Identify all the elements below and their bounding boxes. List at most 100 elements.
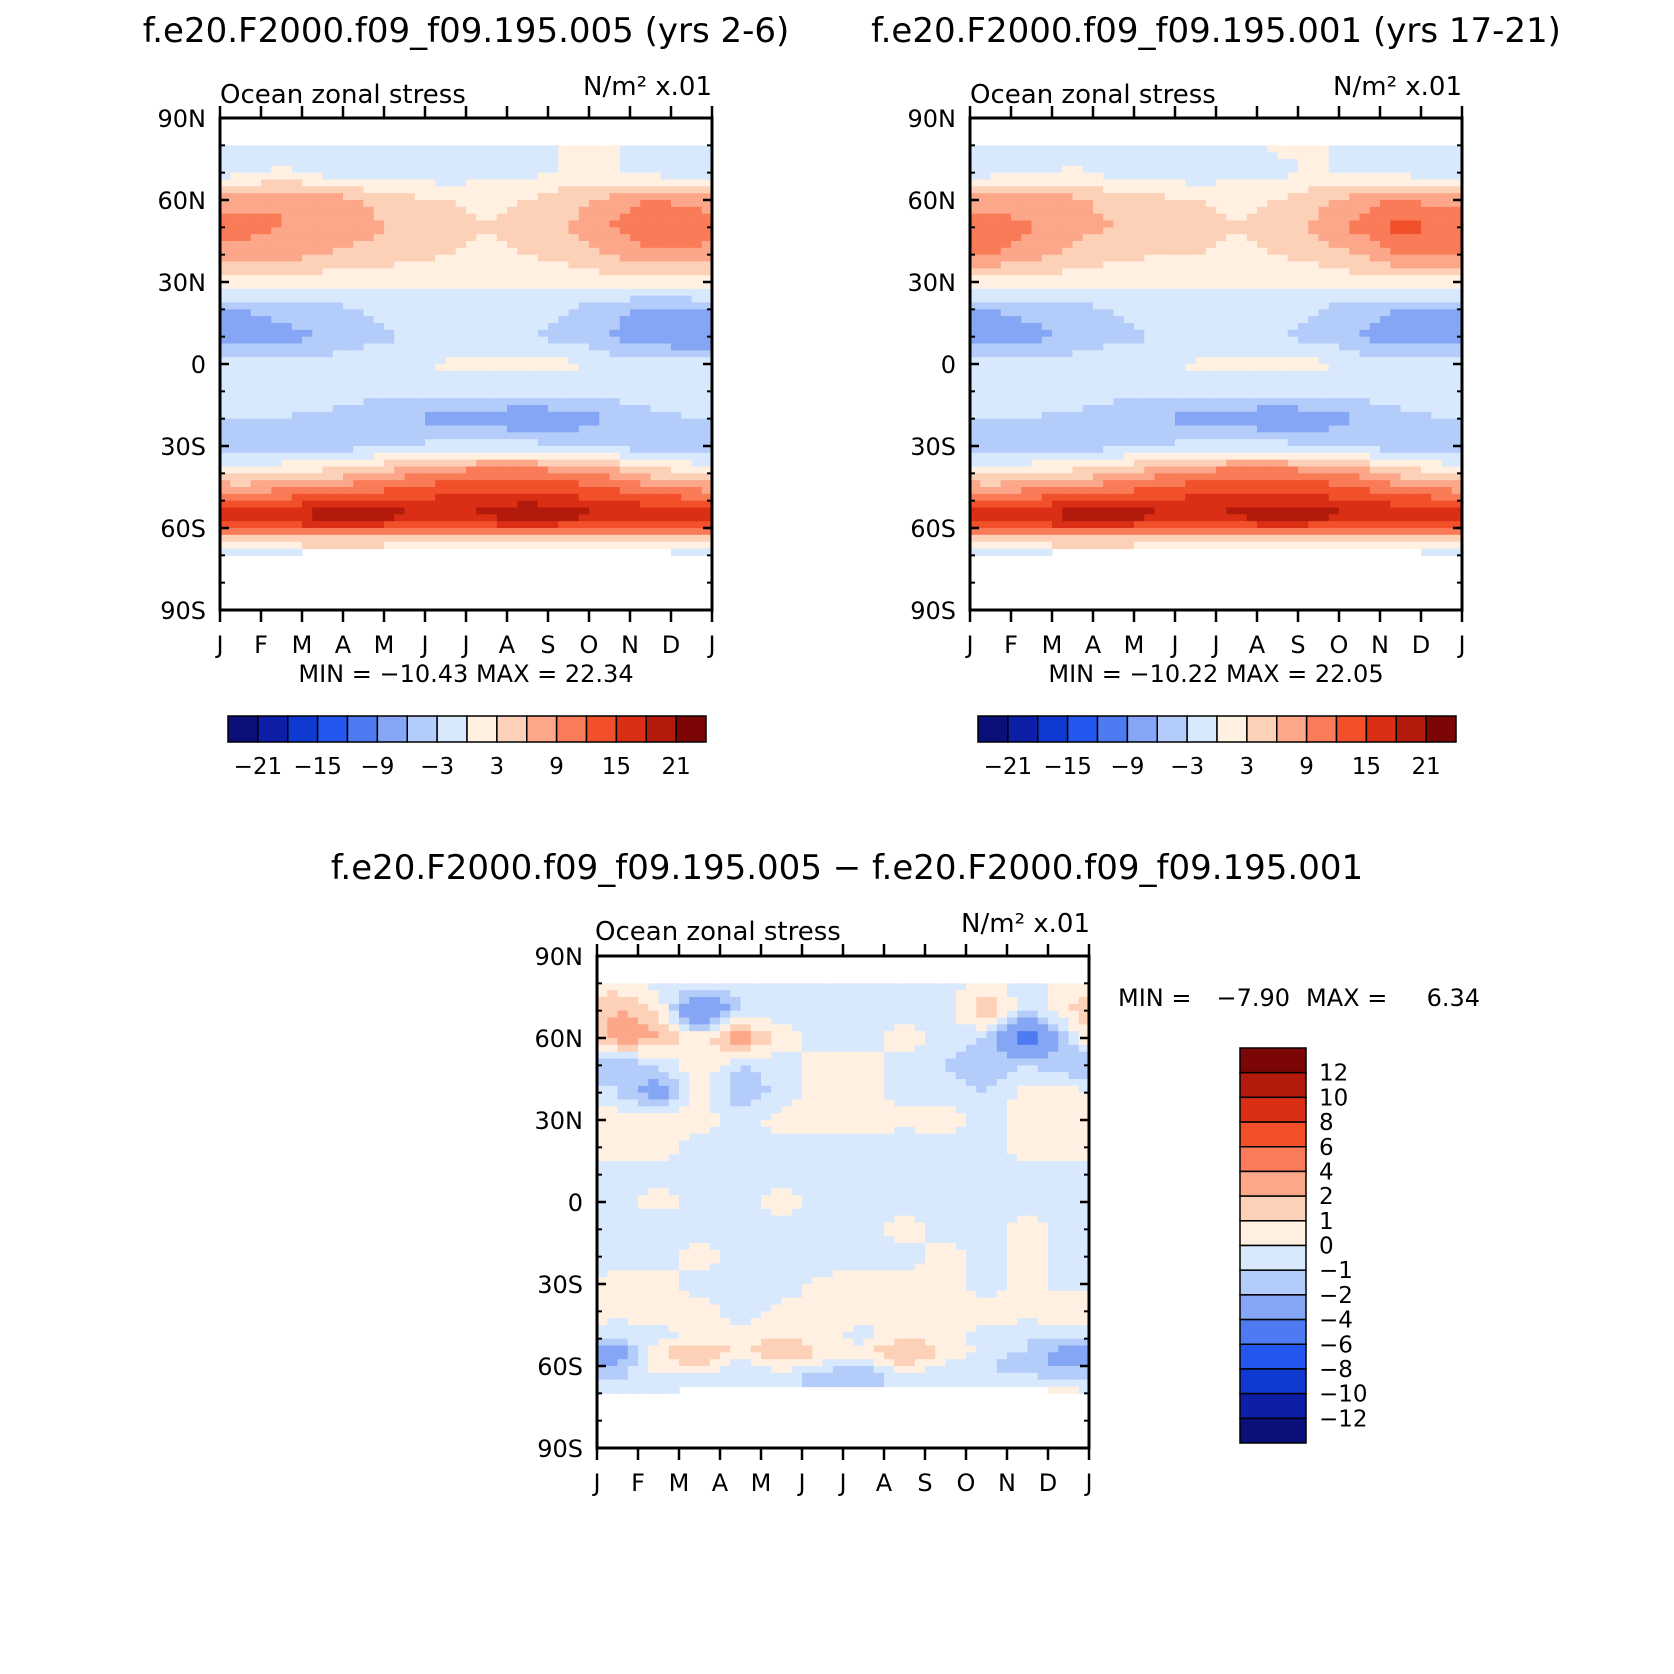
contour-cell — [1041, 193, 1053, 201]
contour-cell — [1318, 302, 1330, 310]
contour-cell — [1164, 152, 1176, 160]
contour-cell — [1123, 302, 1135, 310]
contour-cell — [1369, 152, 1381, 160]
contour-cell — [1349, 302, 1361, 310]
contour-cell — [589, 425, 600, 433]
contour-cell — [660, 466, 672, 474]
contour-cell — [589, 480, 600, 488]
contour-cell — [373, 418, 385, 427]
contour-cell — [599, 323, 611, 331]
contour-cell — [1195, 241, 1207, 249]
contour-cell — [970, 377, 981, 386]
contour-cell — [230, 302, 242, 310]
contour-cell — [1349, 336, 1361, 345]
contour-cell — [466, 220, 477, 228]
contour-cell — [701, 514, 713, 522]
contour-cell — [507, 145, 518, 153]
contour-cell — [640, 186, 652, 194]
contour-cell — [1236, 241, 1248, 249]
contour-cell — [1052, 275, 1063, 283]
contour-cell — [486, 487, 498, 495]
contour-cell — [291, 275, 303, 283]
contour-cell — [1103, 193, 1115, 201]
contour-cell — [1390, 302, 1402, 310]
contour-cell — [650, 493, 662, 502]
contour-cell — [1123, 172, 1135, 181]
contour-cell — [302, 172, 313, 181]
contour-cell — [1113, 227, 1125, 235]
contour-cell — [701, 159, 713, 167]
contour-cell — [261, 275, 272, 283]
contour-cell — [630, 241, 641, 249]
contour-cell — [312, 473, 324, 481]
contour-cell — [425, 179, 436, 187]
contour-cell — [363, 377, 375, 386]
contour-cell — [394, 521, 406, 529]
contour-cell — [681, 247, 693, 256]
contour-cell — [1246, 172, 1258, 181]
contour-cell — [332, 350, 344, 358]
contour-cell — [1441, 186, 1453, 194]
contour-cell — [1359, 254, 1371, 263]
contour-cell — [527, 391, 539, 399]
contour-cell — [1226, 234, 1238, 242]
contour-cell — [291, 548, 303, 556]
contour-cell — [660, 206, 672, 215]
contour-cell — [548, 213, 559, 222]
contour-cell — [1103, 418, 1115, 427]
contour-cell — [240, 548, 252, 556]
contour-cell — [980, 206, 992, 215]
contour-cell — [691, 165, 703, 174]
contour-cell — [990, 323, 1002, 331]
contour-cell — [1431, 234, 1443, 242]
contour-cell — [343, 521, 354, 529]
contour-cell — [1154, 247, 1166, 256]
contour-cell — [1205, 159, 1217, 167]
contour-cell — [1164, 247, 1176, 256]
contour-cell — [1226, 288, 1238, 297]
contour-cell — [1328, 247, 1340, 256]
contour-cell — [1380, 418, 1391, 427]
contour-cell — [619, 398, 631, 406]
contour-cell — [568, 521, 580, 529]
contour-cell — [466, 418, 477, 427]
contour-cell — [650, 329, 662, 338]
x-tick-label: M — [292, 631, 313, 659]
contour-cell — [373, 152, 385, 160]
contour-cell — [1421, 364, 1432, 372]
contour-cell — [1226, 425, 1238, 433]
contour-cell — [1000, 172, 1012, 181]
contour-cell — [1185, 350, 1197, 358]
contour-cell — [1021, 186, 1033, 194]
y-tick-label: 90N — [158, 105, 207, 133]
contour-cell — [609, 323, 621, 331]
contour-cell — [1072, 329, 1084, 338]
contour-cell — [1451, 152, 1463, 160]
contour-cell — [404, 439, 416, 447]
contour-cell — [250, 323, 262, 331]
contour-cell — [240, 411, 252, 420]
contour-cell — [640, 159, 652, 167]
contour-cell — [548, 288, 559, 297]
contour-cell — [1134, 350, 1145, 358]
contour-cell — [1103, 302, 1115, 310]
contour-cell — [609, 309, 621, 317]
contour-cell — [1236, 186, 1248, 194]
contour-cell — [650, 241, 662, 249]
contour-cell — [970, 179, 981, 187]
contour-cell — [332, 480, 344, 488]
contour-cell — [343, 268, 354, 276]
contour-cell — [517, 446, 529, 454]
contour-cell — [630, 152, 641, 160]
contour-cell — [568, 206, 580, 215]
contour-cell — [394, 247, 406, 256]
contour-cell — [1257, 309, 1268, 317]
contour-cell — [332, 493, 344, 502]
contour-cell — [1369, 213, 1381, 222]
contour-cell — [1410, 425, 1422, 433]
contour-cell — [1072, 384, 1084, 392]
contour-cell — [1349, 377, 1361, 386]
contour-cell — [343, 370, 354, 379]
contour-cell — [1287, 336, 1299, 345]
contour-cell — [578, 336, 590, 345]
